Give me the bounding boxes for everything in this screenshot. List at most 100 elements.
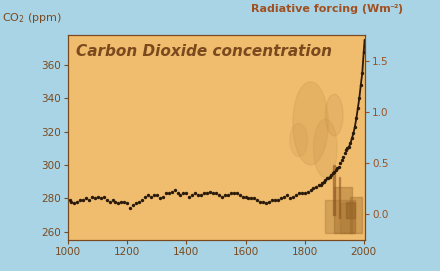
Point (213, 191, 220, 195)
Point (162, 191, 169, 195)
Point (323, 176, 330, 180)
Bar (339, 177, 341, 218)
Point (183, 191, 190, 195)
Point (307, 188, 314, 192)
Point (320, 179, 327, 184)
Point (325, 176, 332, 180)
Point (322, 178, 329, 182)
Point (348, 136, 356, 141)
Point (124, 201, 131, 205)
Point (198, 193, 205, 197)
Point (340, 154, 347, 159)
Text: CO$_2$ (ppm): CO$_2$ (ppm) (2, 11, 62, 25)
Point (298, 191, 305, 195)
Point (248, 196, 255, 201)
Ellipse shape (290, 123, 308, 157)
Ellipse shape (313, 119, 337, 178)
Point (280, 194, 287, 199)
Point (319, 181, 326, 185)
Point (139, 198, 146, 202)
Point (332, 168, 339, 172)
Point (345, 144, 352, 149)
Point (301, 191, 308, 195)
Point (330, 169, 337, 174)
Point (236, 193, 243, 197)
Point (88, 194, 95, 199)
Point (189, 193, 196, 197)
Point (316, 183, 323, 187)
Point (127, 206, 134, 210)
Point (201, 191, 208, 195)
Point (242, 194, 249, 199)
Point (260, 199, 267, 204)
Point (342, 148, 349, 152)
Point (106, 199, 113, 204)
Point (329, 171, 336, 175)
Point (109, 198, 116, 202)
Bar (325, 200, 355, 233)
Point (153, 193, 160, 197)
Point (353, 116, 360, 121)
Point (100, 194, 107, 199)
Point (91, 196, 98, 201)
Point (292, 193, 299, 197)
Point (130, 203, 137, 207)
Point (168, 189, 175, 194)
Point (257, 199, 264, 204)
Point (115, 201, 122, 205)
Point (239, 194, 246, 199)
Point (180, 191, 187, 195)
Point (295, 191, 302, 195)
Point (230, 191, 237, 195)
Point (268, 198, 275, 202)
Point (245, 196, 252, 201)
Point (174, 191, 181, 195)
Point (132, 201, 139, 205)
Point (159, 194, 166, 199)
Point (192, 191, 199, 195)
Point (317, 183, 324, 187)
Point (275, 198, 282, 202)
Point (171, 188, 178, 192)
Point (142, 194, 149, 199)
Point (112, 199, 119, 204)
Text: Radiative forcing (Wm: Radiative forcing (Wm (251, 4, 391, 14)
Point (304, 189, 311, 194)
Point (360, 50, 367, 54)
Point (341, 151, 348, 156)
Bar (334, 187, 352, 233)
Point (66, 198, 73, 202)
Point (144, 193, 151, 197)
Point (313, 185, 320, 189)
Bar (350, 196, 362, 233)
Point (344, 146, 351, 150)
Point (177, 193, 184, 197)
Point (233, 191, 240, 195)
Point (271, 198, 279, 202)
Point (335, 164, 342, 169)
Point (289, 194, 296, 199)
Text: Carbon Dioxide concentration: Carbon Dioxide concentration (76, 44, 332, 59)
Point (121, 199, 128, 204)
Point (350, 131, 357, 136)
Point (77, 198, 84, 202)
Point (103, 198, 110, 202)
Point (224, 193, 231, 197)
Point (204, 191, 211, 195)
Point (328, 173, 335, 177)
Point (209, 191, 216, 195)
Point (251, 196, 258, 201)
Point (338, 158, 345, 162)
Bar (340, 203, 355, 233)
Point (266, 199, 273, 204)
Ellipse shape (325, 94, 343, 136)
Point (221, 193, 228, 197)
Point (356, 96, 363, 101)
Point (73, 199, 81, 204)
Point (326, 175, 333, 179)
Ellipse shape (293, 82, 328, 165)
Point (334, 166, 341, 170)
Bar (346, 202, 355, 218)
Point (278, 196, 285, 201)
Point (347, 141, 354, 146)
